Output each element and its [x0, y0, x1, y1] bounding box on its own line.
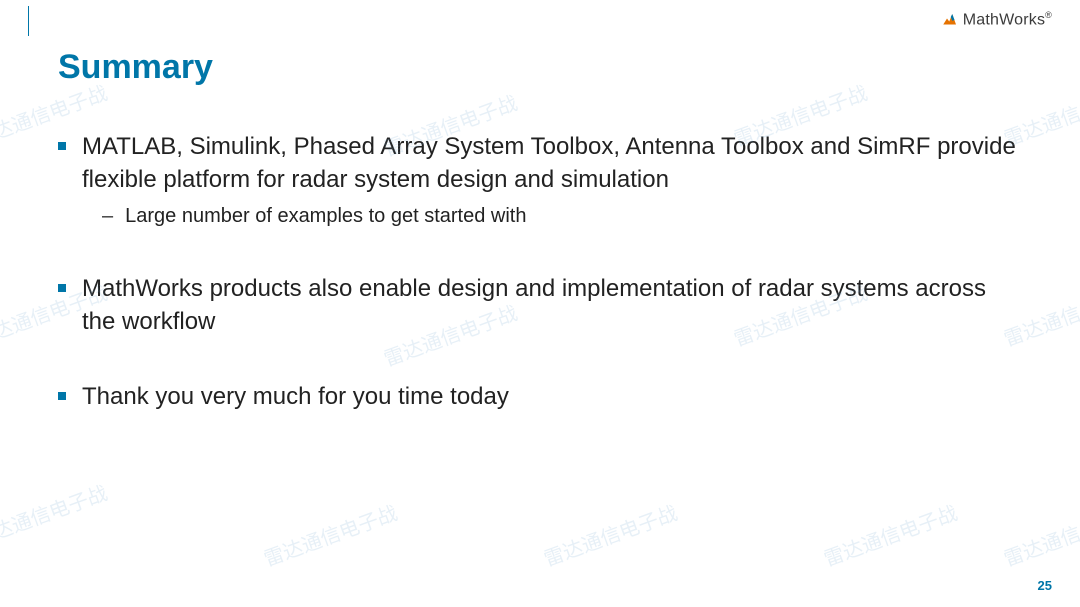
bullet-item: Thank you very much for you time today — [58, 380, 1018, 413]
watermark-text: 雷达通信电子战 — [259, 497, 400, 572]
bullet-text: Thank you very much for you time today — [82, 380, 509, 413]
slide-title: Summary — [58, 48, 213, 87]
mathworks-icon — [941, 11, 959, 29]
bullet-text: MATLAB, Simulink, Phased Array System To… — [82, 130, 1018, 196]
watermark-text: 雷达通信电子战 — [539, 497, 680, 572]
bullet-marker-icon — [58, 284, 66, 292]
sub-bullet-text: Large number of examples to get started … — [125, 202, 526, 230]
watermark-text: 雷达通信电子战 — [819, 497, 960, 572]
bullet-group-2: MathWorks products also enable design an… — [58, 272, 1018, 338]
page-number: 25 — [1038, 578, 1052, 593]
sub-bullet-item: – Large number of examples to get starte… — [102, 202, 1018, 230]
bullet-group-1: MATLAB, Simulink, Phased Array System To… — [58, 130, 1018, 230]
brand-logo: MathWorks® — [941, 10, 1052, 29]
slide: MathWorks® Summary MATLAB, Simulink, Pha… — [0, 0, 1080, 607]
bullet-item: MATLAB, Simulink, Phased Array System To… — [58, 130, 1018, 196]
watermark-text: 雷达通信电子战 — [999, 497, 1080, 572]
watermark-text: 雷达通信电子战 — [0, 477, 111, 552]
bullet-marker-icon — [58, 392, 66, 400]
bullet-marker-icon — [58, 142, 66, 150]
bullet-text: MathWorks products also enable design an… — [82, 272, 1018, 338]
bullet-item: MathWorks products also enable design an… — [58, 272, 1018, 338]
corner-rule-vertical — [28, 6, 29, 36]
brand-name: MathWorks® — [963, 10, 1052, 29]
dash-icon: – — [102, 202, 113, 230]
bullet-group-3: Thank you very much for you time today — [58, 380, 1018, 413]
slide-body: MATLAB, Simulink, Phased Array System To… — [58, 130, 1018, 456]
